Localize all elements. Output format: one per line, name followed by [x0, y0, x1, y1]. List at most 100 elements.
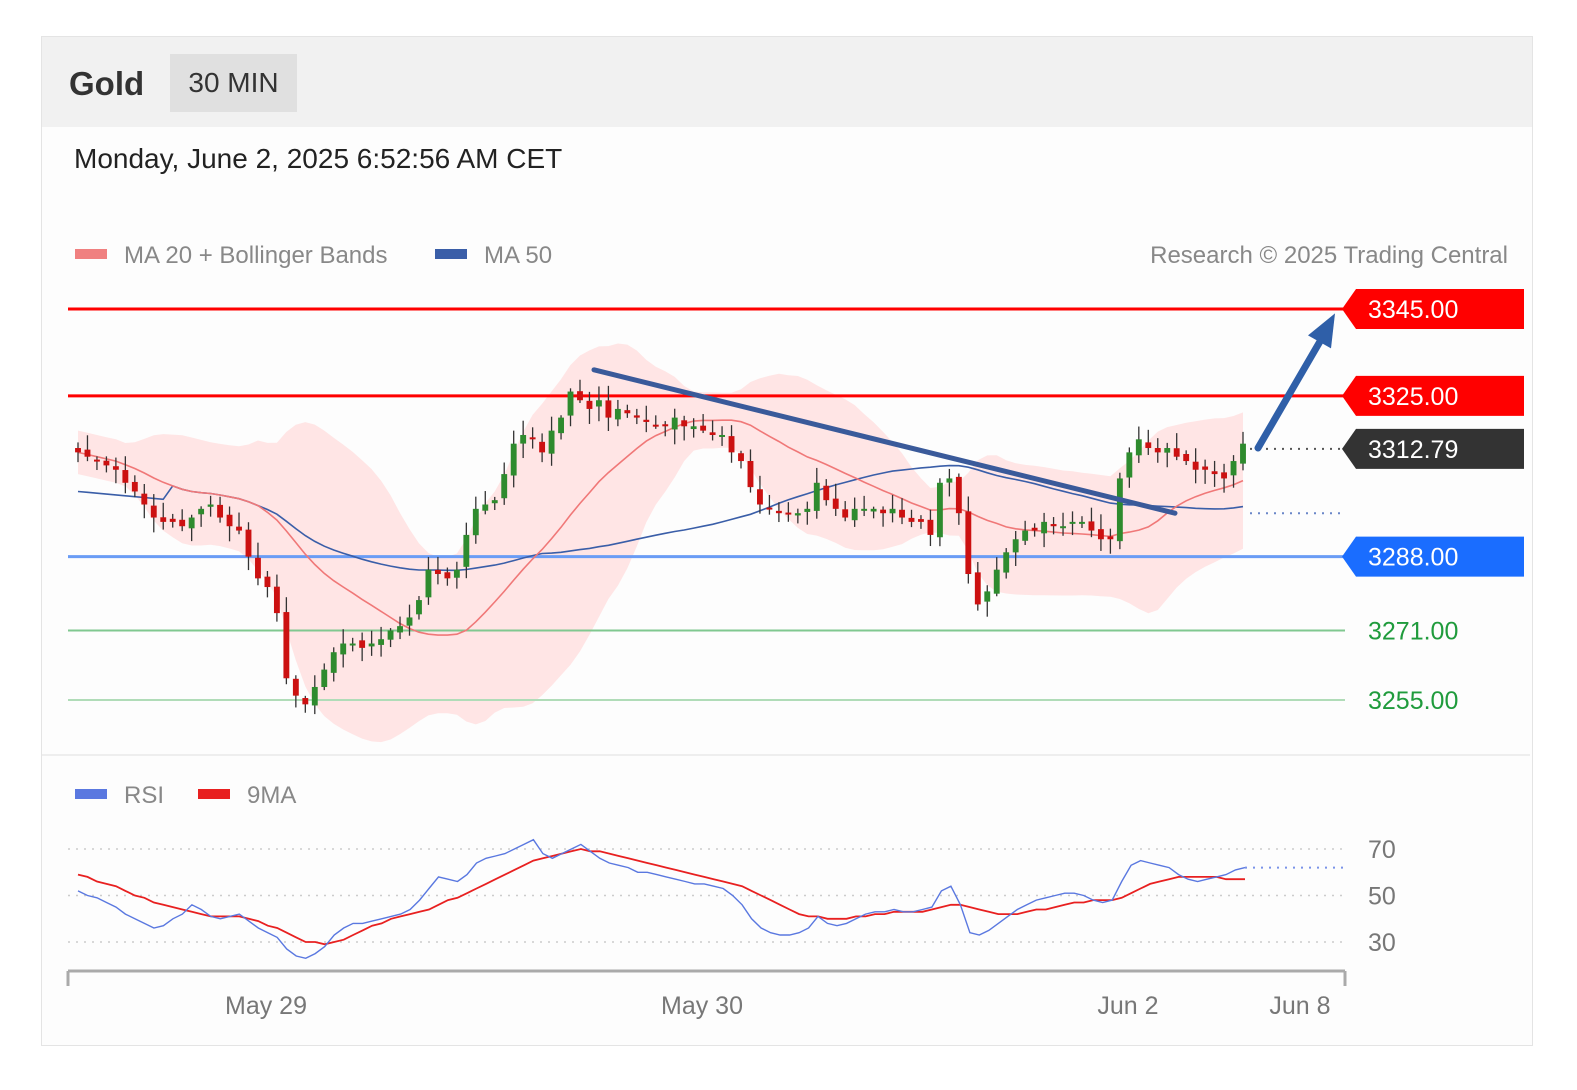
candle-body [1154, 448, 1161, 453]
candle-body [965, 511, 972, 575]
candle-body [1192, 461, 1199, 470]
candle-body [416, 600, 422, 615]
x-tick-jun2: Jun 2 [1097, 992, 1158, 1020]
ma50-legend-swatch [435, 249, 467, 259]
candle-body [927, 519, 934, 535]
candle-body [1041, 521, 1048, 534]
candle-body [112, 466, 119, 470]
rsi-line [77, 838, 1246, 960]
x-tick-jun8: Jun 8 [1269, 992, 1330, 1020]
candle-body [397, 626, 403, 633]
candle-body [510, 443, 517, 476]
candle-body [813, 482, 820, 511]
candle-body [1164, 448, 1171, 453]
candle-body [1088, 521, 1095, 531]
candle-body [747, 461, 754, 488]
rsi-tick-label-30: 30 [1368, 929, 1396, 957]
candle-body [842, 509, 849, 518]
candle-body [1202, 466, 1209, 470]
candle-body [624, 410, 631, 414]
candle-body [122, 470, 129, 483]
rsi-legend-swatch [75, 789, 107, 799]
candle-body [302, 698, 309, 705]
candle-body [1116, 478, 1123, 542]
candle-body [595, 400, 602, 407]
candle-body [832, 498, 839, 509]
candle-body [330, 652, 337, 673]
ma20-line [77, 419, 1244, 636]
candle-body [378, 639, 385, 645]
chart-header: Gold 30 MIN [42, 37, 1532, 127]
candle-body [472, 508, 479, 536]
timeframe-button[interactable]: 30 MIN [170, 54, 297, 112]
candle-body [681, 420, 688, 427]
candle-body [198, 508, 205, 515]
candle-body [548, 430, 555, 454]
candle-body [851, 508, 858, 521]
candle-body [103, 460, 110, 466]
descending-trendline [591, 367, 1178, 516]
candle-body [577, 391, 583, 401]
target-arrow-shaft [1254, 325, 1331, 452]
candle-body [453, 569, 460, 578]
candle-body [1211, 471, 1218, 475]
candle-body [207, 504, 214, 507]
candle-body [870, 508, 877, 512]
candle-body [614, 408, 621, 420]
bollinger-band-area [78, 343, 1243, 743]
price-tag-label-3: 3288.00 [1368, 544, 1458, 572]
candle-body [690, 426, 697, 430]
rsi-legend-label: RSI [124, 782, 164, 809]
price-plot: 3345.00 3325.00 3312.79 3288.00 3271.00 3255.… [68, 289, 1524, 743]
candle-body [908, 517, 915, 522]
candle-body [946, 478, 953, 483]
price-tag-label-4: 3271.00 [1368, 617, 1458, 645]
candle-body [434, 569, 441, 575]
candle-body [311, 686, 318, 706]
candle-body [558, 417, 564, 434]
candle-body [1003, 552, 1010, 573]
candle-body [1240, 443, 1246, 464]
candle-body [1145, 442, 1152, 449]
candle-body [1183, 453, 1190, 462]
candle-body [861, 508, 868, 511]
candle-body [340, 643, 347, 655]
ma50-legend-label: MA 50 [484, 242, 552, 269]
candle-body [368, 643, 375, 647]
candle-body [775, 510, 782, 514]
candle-body [359, 640, 366, 648]
candle-body [955, 476, 962, 514]
candle-body [520, 434, 527, 444]
candle-body [1012, 539, 1019, 553]
candle-body [918, 519, 924, 522]
price-tag-support_strong-3 [1342, 536, 1524, 577]
candle-body [283, 612, 290, 679]
candle-body [349, 643, 356, 646]
candle-body [1079, 521, 1085, 524]
candle-body [236, 526, 242, 531]
price-tag-label-5: 3255.00 [1368, 687, 1458, 715]
ma50-line [77, 464, 1244, 572]
candle-body [150, 505, 157, 518]
candle-body [1173, 448, 1180, 457]
price-tag-resistance-0 [1342, 289, 1524, 329]
candle-body [444, 572, 451, 579]
candle-body [491, 500, 498, 504]
price-tag-label-1: 3325.00 [1368, 383, 1458, 411]
candle-body [245, 529, 252, 557]
asset-title: Gold [69, 65, 145, 102]
candle-body [482, 504, 489, 511]
candle-body [1230, 461, 1237, 476]
candle-body [131, 481, 138, 492]
candle-body [738, 453, 744, 462]
rsi-9ma-line [77, 848, 1245, 946]
candle-body [539, 441, 546, 453]
candle-body [936, 482, 943, 538]
candle-body [264, 576, 271, 588]
candle-body [425, 569, 432, 598]
candle-body [1031, 527, 1038, 531]
candle-body [1022, 530, 1029, 541]
candle-body [889, 508, 896, 514]
candle-body [643, 419, 650, 422]
candle-body [804, 508, 811, 512]
